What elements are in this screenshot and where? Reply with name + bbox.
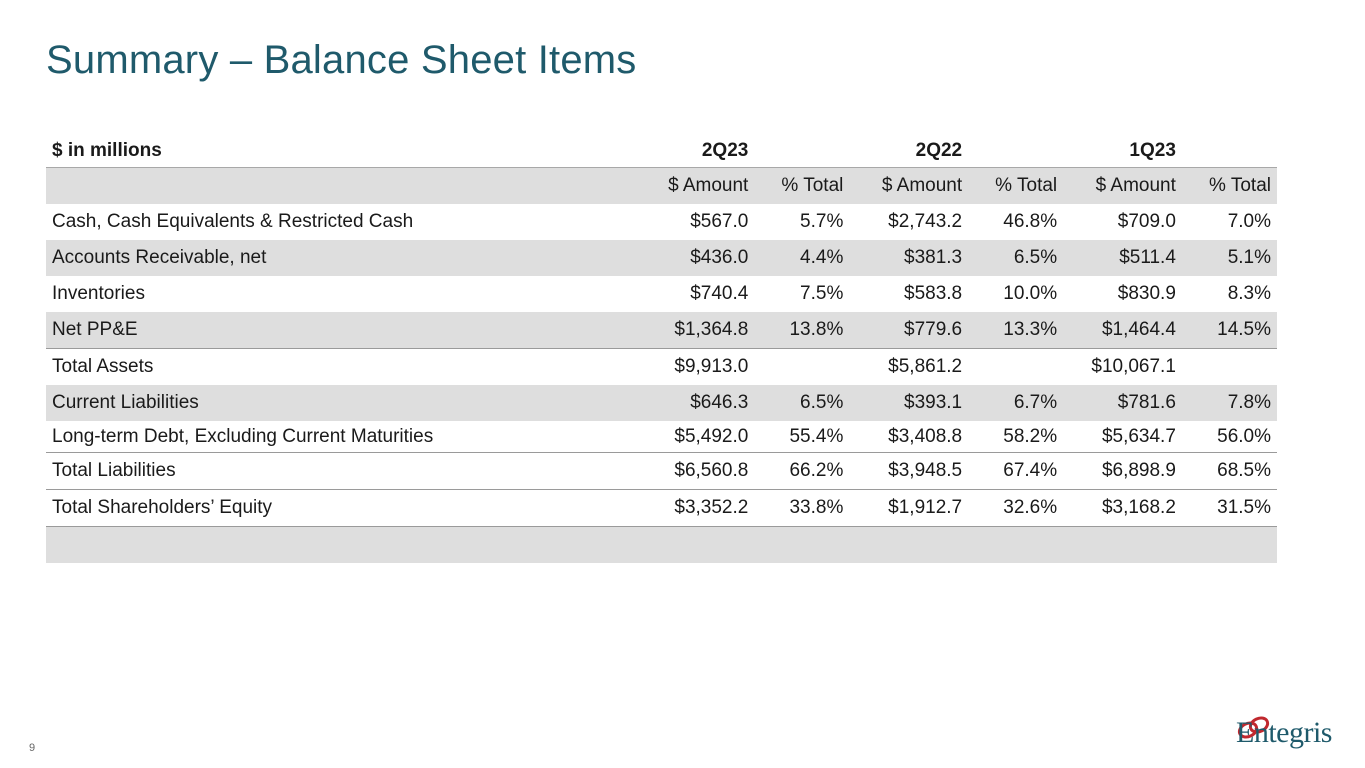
cell: 14.5% [1181, 312, 1277, 349]
period-2q23: 2Q23 [635, 134, 755, 168]
cell: $779.6 [849, 312, 969, 349]
table-header-periods: $ in millions 2Q23 2Q22 1Q23 [46, 134, 1277, 168]
row-label: Cash, Cash Equivalents & Restricted Cash [52, 211, 414, 232]
table-row: Accounts Receivable, net $436.0 4.4% $38… [46, 240, 1277, 276]
table-row: Total Liabilities $6,560.8 66.2% $3,948.… [46, 452, 1277, 490]
table-row: Cash, Cash Equivalents & Restricted Cash… [46, 204, 1277, 240]
period-1q23: 1Q23 [1063, 134, 1182, 168]
subheader-pct: % Total [968, 167, 1064, 204]
cell: $6,560.8 [635, 452, 755, 490]
entegris-logo-mark [1237, 716, 1270, 739]
row-label: Inventories [52, 283, 145, 304]
cell: 6.7% [968, 385, 1064, 421]
cell: $583.8 [904, 283, 963, 304]
cell: $3,168.2 [1063, 489, 1182, 527]
cell: $3,408.8 [888, 425, 963, 447]
cell: $9,913.0 [635, 348, 755, 385]
cell: $393.1 [849, 385, 969, 421]
page-number: 9 [29, 742, 36, 754]
cell: 58.2% [1003, 425, 1058, 447]
cell: 5.1% [1181, 240, 1277, 276]
table-row: Long-term Debt, Excluding Current Maturi… [46, 421, 1277, 453]
row-label: Net PP&E [46, 312, 636, 349]
cell: 7.0% [1227, 211, 1271, 232]
cell: 46.8% [1003, 211, 1058, 232]
cell: $1,464.4 [1063, 312, 1182, 349]
cell: $436.0 [635, 240, 755, 276]
cell: 6.5% [968, 240, 1064, 276]
cell: 33.8% [754, 489, 850, 527]
cell: 13.3% [968, 312, 1064, 349]
table-row: Inventories $740.4 7.5% $583.8 10.0% $83… [46, 276, 1277, 312]
cell: 13.8% [754, 312, 850, 349]
cell: 67.4% [968, 452, 1064, 490]
cell: $830.9 [1117, 283, 1176, 304]
cell: $5,634.7 [1101, 425, 1176, 447]
cell: 56.0% [1217, 425, 1271, 447]
cell: 7.8% [1181, 385, 1277, 421]
row-label: Total Shareholders’ Equity [46, 489, 636, 527]
table-row: Total Shareholders’ Equity $3,352.2 33.8… [46, 489, 1277, 527]
cell: 31.5% [1181, 489, 1277, 527]
cell: 66.2% [754, 452, 850, 490]
cell: $10,067.1 [1063, 348, 1182, 385]
cell: 55.4% [789, 425, 844, 447]
cell: $2,743.2 [888, 211, 963, 232]
cell: $709.0 [1117, 211, 1176, 232]
cell: $5,492.0 [674, 425, 749, 447]
table-row: Total Assets $9,913.0 $5,861.2 $10,067.1 [46, 348, 1277, 385]
table-footer-row [46, 526, 1277, 563]
cell: $1,912.7 [849, 489, 969, 527]
cell: $6,898.9 [1063, 452, 1182, 490]
table-row: Net PP&E $1,364.8 13.8% $779.6 13.3% $1,… [46, 312, 1277, 349]
cell: $1,364.8 [635, 312, 755, 349]
cell: $381.3 [849, 240, 969, 276]
row-label: Total Assets [46, 348, 636, 385]
cell: $5,861.2 [849, 348, 969, 385]
cell: 5.7% [800, 211, 844, 232]
balance-sheet-table: $ in millions 2Q23 2Q22 1Q23 $ Amount % … [46, 134, 1277, 563]
cell: 68.5% [1181, 452, 1277, 490]
table-row: Current Liabilities $646.3 6.5% $393.1 6… [46, 385, 1277, 421]
cell: $3,948.5 [849, 452, 969, 490]
subheader-amount: $ Amount [1063, 167, 1182, 204]
cell [754, 348, 850, 385]
cell: $781.6 [1063, 385, 1182, 421]
subheader-pct: % Total [1181, 167, 1277, 204]
subheader-amount: $ Amount [849, 167, 969, 204]
cell: $567.0 [690, 211, 749, 232]
cell: 10.0% [1003, 283, 1058, 304]
unit-label: $ in millions [46, 134, 636, 168]
cell [1181, 348, 1277, 385]
row-label: Current Liabilities [46, 385, 636, 421]
cell: 4.4% [754, 240, 850, 276]
cell: $740.4 [690, 283, 749, 304]
cell: $3,352.2 [635, 489, 755, 527]
cell [968, 348, 1064, 385]
slide-title: Summary – Balance Sheet Items [46, 38, 637, 82]
row-label: Accounts Receivable, net [46, 240, 636, 276]
row-label: Long-term Debt, Excluding Current Maturi… [52, 425, 434, 447]
row-label: Total Liabilities [46, 452, 636, 490]
cell: 8.3% [1227, 283, 1271, 304]
cell: 32.6% [968, 489, 1064, 527]
entegris-logo-text: Entegris [1236, 716, 1332, 749]
cell: $646.3 [635, 385, 755, 421]
table-subheader: $ Amount % Total $ Amount % Total $ Amou… [46, 167, 1277, 204]
subheader-pct: % Total [754, 167, 850, 204]
subheader-amount: $ Amount [635, 167, 755, 204]
cell: 7.5% [800, 283, 844, 304]
cell: $511.4 [1063, 240, 1182, 276]
cell: 6.5% [754, 385, 850, 421]
period-2q22: 2Q22 [849, 134, 969, 168]
